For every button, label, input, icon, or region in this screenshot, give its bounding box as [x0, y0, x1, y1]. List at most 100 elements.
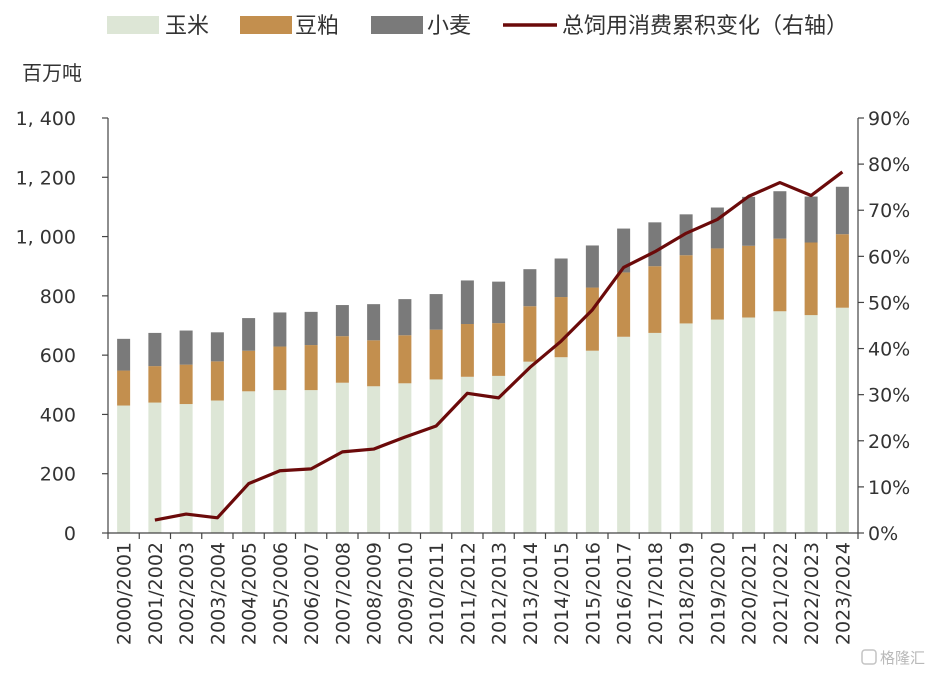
bar-segment-玉米 [117, 405, 131, 533]
bar-segment-豆粕 [242, 350, 256, 392]
watermark: 格隆汇 [861, 649, 925, 667]
y2-tick-label: 80% [868, 154, 910, 176]
bar-segment-豆粕 [492, 323, 506, 376]
y-tick-label: 200 [40, 464, 76, 486]
x-tick-label: 2005/2006 [270, 542, 292, 645]
bar-segment-豆粕 [710, 248, 724, 320]
x-tick-label: 2023/2024 [832, 542, 854, 645]
x-tick-label: 2014/2015 [551, 542, 573, 645]
bar-segment-豆粕 [523, 306, 537, 362]
y2-tick-label: 90% [868, 108, 910, 130]
bar-segment-玉米 [554, 357, 568, 533]
x-tick-label: 2009/2010 [395, 542, 417, 645]
bar-segment-豆粕 [585, 287, 599, 351]
bar-segment-小麦 [523, 269, 537, 307]
legend-label: 豆粕 [295, 14, 339, 39]
x-tick-labels: 2000/2001 2001/2002 2002/2003 2003/2004 2004… [114, 542, 855, 645]
bar-segment-豆粕 [367, 340, 381, 387]
bar-segment-玉米 [242, 391, 256, 533]
bar-segment-豆粕 [429, 329, 443, 380]
legend-item: 总饲用消费累积变化（右轴） [503, 14, 848, 39]
bar-segment-玉米 [179, 404, 193, 533]
y2-tick-label: 60% [868, 246, 910, 268]
bar-segment-豆粕 [804, 242, 818, 316]
x-tick-label: 2017/2018 [645, 542, 667, 645]
bar-segment-豆粕 [742, 245, 756, 318]
bar-segment-小麦 [335, 305, 349, 337]
bar-segment-豆粕 [679, 255, 693, 324]
bar-segment-玉米 [679, 323, 693, 533]
x-tick-label: 2018/2019 [676, 542, 698, 645]
y2-tick-label: 70% [868, 200, 910, 222]
legend-swatch [107, 16, 159, 34]
bar-segment-小麦 [835, 186, 849, 235]
legend-item: 豆粕 [240, 14, 339, 39]
legend-label: 总饲用消费累积变化（右轴） [562, 14, 848, 39]
x-tick-label: 2013/2014 [520, 542, 542, 645]
bar-segment-玉米 [742, 317, 756, 533]
bar-segment-小麦 [429, 294, 443, 330]
x-tick-label: 2019/2020 [707, 542, 729, 645]
bar-segment-玉米 [773, 311, 787, 533]
bar-segment-小麦 [804, 196, 818, 243]
bar-segment-小麦 [273, 312, 287, 347]
bar-segment-玉米 [304, 390, 318, 533]
bar-segment-豆粕 [304, 345, 318, 391]
x-tick-label: 2020/2021 [739, 542, 761, 645]
x-tick-label: 2001/2002 [145, 542, 167, 645]
bar-segment-玉米 [585, 350, 599, 533]
bar-segment-豆粕 [210, 361, 224, 401]
bar-segment-小麦 [210, 332, 224, 362]
y-tick-label: 400 [40, 404, 76, 426]
x-tick-label: 2008/2009 [364, 542, 386, 645]
bar-segment-小麦 [648, 222, 662, 267]
bar-segment-豆粕 [617, 272, 631, 337]
y2-tick-label: 40% [868, 339, 910, 361]
bar-segment-小麦 [179, 330, 193, 365]
bar-segment-玉米 [523, 361, 537, 533]
bar-segment-小麦 [492, 281, 506, 324]
bar-segment-小麦 [617, 228, 631, 273]
x-tick-label: 2000/2001 [114, 542, 136, 645]
bar-segment-豆粕 [335, 336, 349, 383]
x-tick-label: 2003/2004 [207, 542, 229, 645]
x-tick-label: 2016/2017 [614, 542, 636, 645]
x-tick-label: 2004/2005 [239, 542, 261, 645]
x-tick-label: 2007/2008 [332, 542, 354, 645]
line-group [154, 170, 844, 522]
bar-segment-玉米 [835, 307, 849, 533]
y2-tick-label: 10% [868, 477, 910, 499]
bar-segment-小麦 [710, 207, 724, 249]
bar-segment-玉米 [367, 386, 381, 533]
bar-segment-玉米 [710, 319, 724, 533]
y-tick-label: 800 [40, 286, 76, 308]
bar-segment-玉米 [617, 336, 631, 533]
bar-segment-小麦 [460, 280, 474, 325]
bar-segment-豆粕 [398, 335, 412, 384]
bar-segment-玉米 [398, 383, 412, 533]
bar-segment-豆粕 [835, 234, 849, 308]
line-series [154, 170, 844, 522]
bar-segment-玉米 [648, 332, 662, 533]
bar-segment-小麦 [148, 332, 162, 367]
y-axis-unit-label: 百万吨 [22, 61, 82, 85]
bar-group [117, 186, 849, 533]
legend-label: 小麦 [427, 14, 471, 39]
bar-segment-玉米 [492, 375, 506, 533]
bar-segment-玉米 [335, 382, 349, 533]
bar-segment-小麦 [398, 299, 412, 336]
legend-swatch [371, 16, 423, 34]
legend-item: 玉米 [107, 14, 209, 39]
y2-tick-label: 30% [868, 385, 910, 407]
y-tick-label: 0 [64, 523, 76, 545]
bar-segment-豆粕 [117, 370, 131, 406]
bar-segment-玉米 [210, 400, 224, 533]
bar-segment-豆粕 [554, 297, 568, 358]
y-tick-label: 1, 000 [16, 227, 76, 249]
y-tick-label: 600 [40, 345, 76, 367]
bar-segment-豆粕 [273, 346, 287, 391]
bar-segment-玉米 [429, 379, 443, 533]
x-tick-label: 2015/2016 [582, 542, 604, 645]
bar-segment-豆粕 [648, 266, 662, 333]
